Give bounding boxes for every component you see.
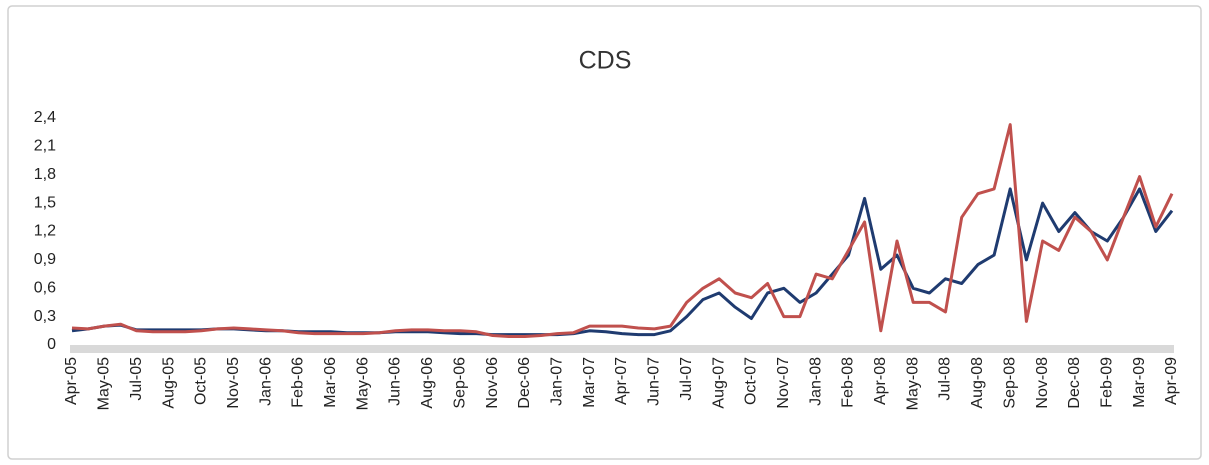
y-tick-label: 2,4 bbox=[34, 109, 56, 126]
x-axis bbox=[70, 345, 1174, 353]
x-tick-label: Jul-08 bbox=[937, 357, 954, 401]
x-tick-label: Feb-06 bbox=[290, 357, 307, 408]
x-tick-label: Nov-05 bbox=[225, 357, 242, 409]
y-tick-label: 1,5 bbox=[34, 194, 56, 211]
x-tick-label: May-05 bbox=[96, 357, 113, 410]
x-tick-label: Oct-07 bbox=[743, 357, 760, 405]
x-tick-label: Apr-09 bbox=[1163, 357, 1180, 405]
y-tick-label: 2,1 bbox=[34, 138, 56, 155]
x-tick-label: Feb-09 bbox=[1099, 357, 1116, 408]
x-tick-label: Aug-05 bbox=[160, 357, 177, 409]
y-tick-label: 0,9 bbox=[34, 251, 56, 268]
x-tick-label: Apr-08 bbox=[872, 357, 889, 405]
x-tick-label: Nov-07 bbox=[775, 357, 792, 409]
x-tick-label: May-06 bbox=[354, 357, 371, 410]
series-line bbox=[71, 123, 1174, 338]
x-tick-label: Aug-06 bbox=[419, 357, 436, 409]
x-tick-label: Mar-06 bbox=[322, 357, 339, 408]
x-tick-label: Oct-05 bbox=[193, 357, 210, 405]
x-tick-label: Apr-07 bbox=[613, 357, 630, 405]
x-tick-label: Dec-06 bbox=[516, 357, 533, 409]
x-tick-label: Nov-08 bbox=[1034, 357, 1051, 409]
x-tick-label: Jan-06 bbox=[257, 357, 274, 406]
x-tick-label: Nov-06 bbox=[484, 357, 501, 409]
x-tick-label: Mar-09 bbox=[1131, 357, 1148, 408]
x-tick-label: Jun-06 bbox=[387, 357, 404, 406]
x-tick-label: Feb-08 bbox=[840, 357, 857, 408]
x-tick-label: Sep-06 bbox=[451, 357, 468, 409]
x-tick-label: Jan-08 bbox=[807, 357, 824, 406]
chart-title: CDS bbox=[579, 47, 632, 75]
y-tick-label: 0,3 bbox=[34, 308, 56, 325]
y-tick-label: 1,8 bbox=[34, 166, 56, 183]
y-tick-label: 0 bbox=[47, 336, 56, 353]
y-tick-label: 0,6 bbox=[34, 279, 56, 296]
x-tick-label: Jun-07 bbox=[646, 357, 663, 406]
x-tick-label: Jan-07 bbox=[549, 357, 566, 406]
x-tick-label: Sep-08 bbox=[1001, 357, 1018, 409]
x-tick-label: Jul-05 bbox=[128, 357, 145, 401]
x-tick-label: May-08 bbox=[904, 357, 921, 410]
x-tick-label: Aug-07 bbox=[710, 357, 727, 409]
y-tick-label: 1,2 bbox=[34, 223, 56, 240]
x-tick-label: Jul-07 bbox=[678, 357, 695, 401]
x-tick-label: Dec-08 bbox=[1066, 357, 1083, 409]
x-tick-label: Apr-05 bbox=[63, 357, 80, 405]
x-tick-label: Mar-07 bbox=[581, 357, 598, 408]
x-tick-label: Aug-08 bbox=[969, 357, 986, 409]
